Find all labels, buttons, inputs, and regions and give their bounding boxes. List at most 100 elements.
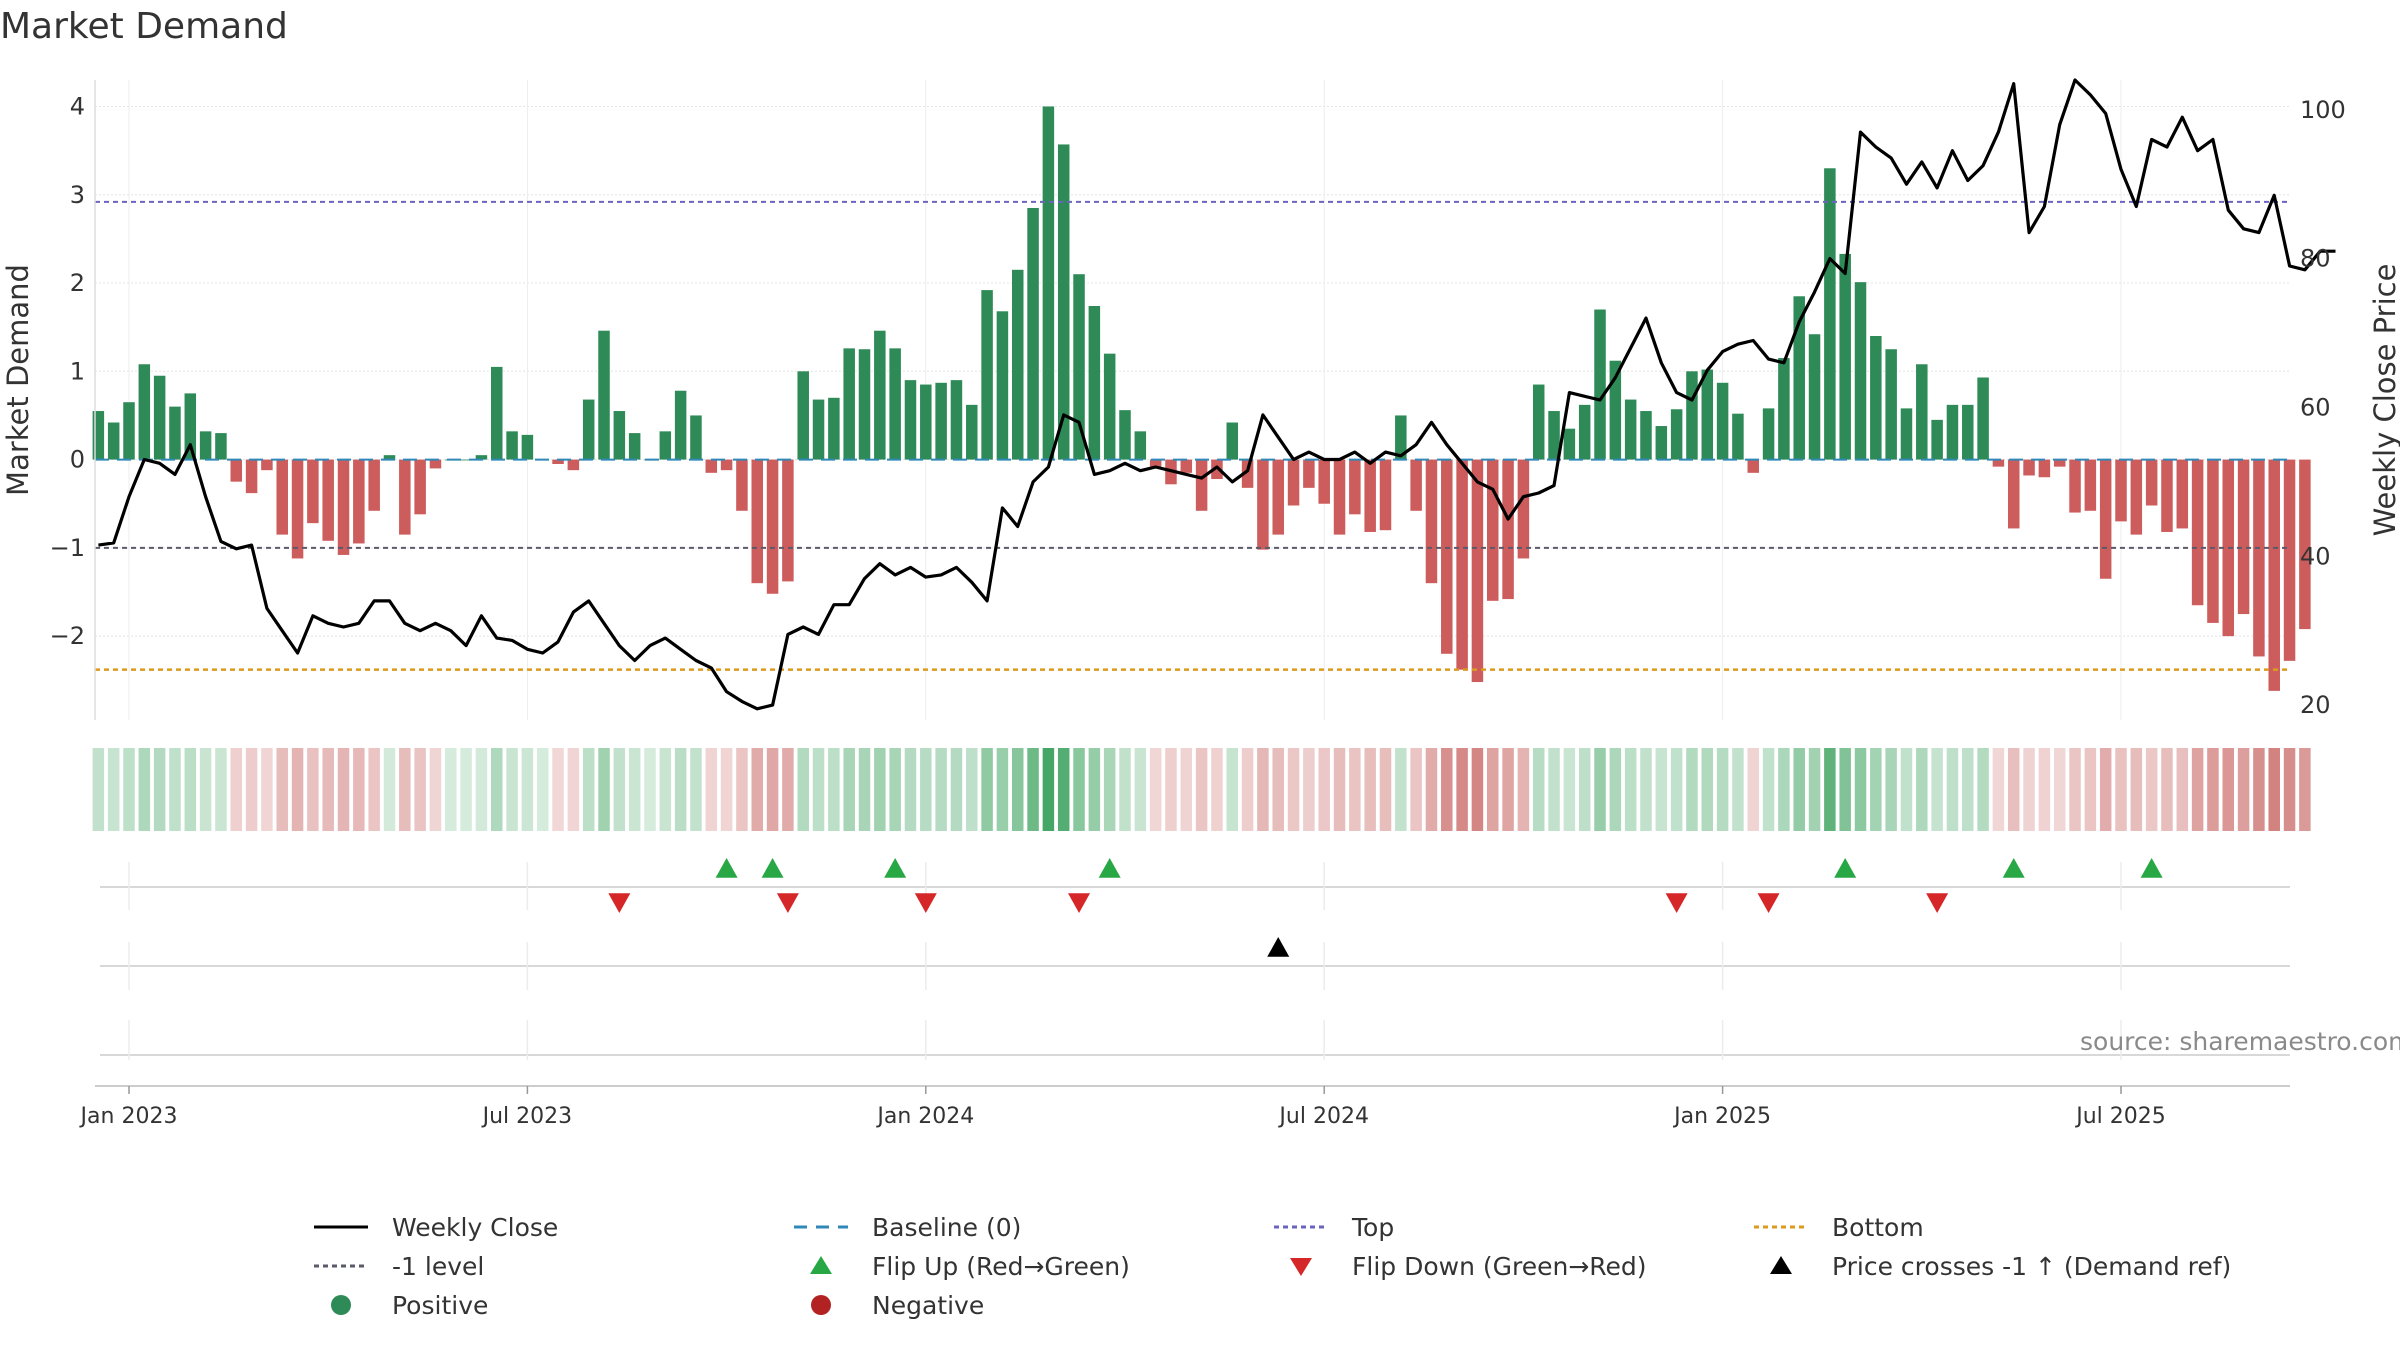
demand-bar — [230, 459, 243, 482]
heat-cell — [184, 748, 197, 831]
heat-cell — [843, 748, 855, 831]
heat-cell — [536, 748, 549, 831]
x-axis: Jan 2023 Jul 2023 Jan 2024 Jul 2024 Jan 2025… — [79, 1085, 2290, 1129]
demand-bar — [1655, 426, 1668, 460]
heat-cell — [123, 748, 135, 831]
demand-bar — [1762, 408, 1775, 460]
heat-cell — [904, 748, 917, 831]
demand-bar — [1119, 410, 1131, 460]
demand-bar — [2038, 459, 2051, 478]
demand-bar — [1471, 459, 1484, 683]
heat-cell — [1410, 748, 1422, 831]
heat-cell — [1916, 748, 1928, 831]
demand-bar — [828, 397, 840, 460]
legend-item: Bottom — [1750, 1210, 1924, 1244]
heat-cell — [1778, 748, 1790, 831]
demand-bar — [1287, 459, 1300, 506]
heat-cell — [1119, 748, 1131, 831]
demand-bar — [1900, 408, 1913, 460]
heat-cell — [1226, 748, 1239, 831]
legend-label: Bottom — [1832, 1212, 1924, 1242]
demand-bar — [1395, 415, 1407, 460]
demand-bar — [1778, 358, 1790, 460]
x-tick-label: Jul 2024 — [1277, 1104, 1369, 1129]
flip-up-marker — [1834, 858, 1857, 878]
heat-cell — [1395, 748, 1407, 831]
heat-cell — [2222, 748, 2235, 831]
demand-bar — [2084, 459, 2097, 511]
demand-bar — [1195, 459, 1208, 511]
legend-item: Baseline (0) — [790, 1210, 1021, 1244]
demand-bar — [2191, 459, 2204, 606]
demand-bar — [659, 431, 672, 460]
heat-cell — [1011, 748, 1024, 831]
heat-cell — [828, 748, 840, 831]
heat-cell — [491, 748, 503, 831]
heat-cell — [1425, 748, 1438, 831]
heat-cell — [475, 748, 488, 831]
heat-cell — [1057, 748, 1070, 831]
heat-cell — [353, 748, 365, 831]
demand-bar — [1732, 413, 1744, 460]
heat-cell — [1517, 748, 1530, 831]
right-tick-label: 20 — [2300, 691, 2331, 719]
demand-bar — [628, 433, 641, 460]
heat-cell — [92, 748, 105, 831]
heat-cell — [506, 748, 518, 831]
demand-bar — [1379, 459, 1392, 531]
heat-cell — [567, 748, 580, 831]
demand-bar — [1977, 377, 1989, 460]
x-tick-label: Jan 2023 — [79, 1104, 178, 1129]
price-series — [98, 78, 2336, 711]
demand-bar — [506, 431, 518, 460]
demand-bar — [92, 411, 105, 460]
demand-bar — [2268, 459, 2280, 691]
heat-cell — [1762, 748, 1775, 831]
demand-bar — [1410, 459, 1422, 511]
legend: Weekly Close Baseline (0) Top Bottom -1 leve… — [0, 1210, 2400, 1330]
demand-bar — [1027, 208, 1039, 460]
heat-cell — [1349, 748, 1361, 831]
grid — [95, 80, 2290, 720]
heat-cell — [1594, 748, 1606, 831]
demand-bar — [720, 459, 733, 471]
heat-cell — [337, 748, 350, 831]
legend-symbol-dot — [790, 1290, 852, 1320]
heat-cell — [858, 748, 871, 831]
heat-cell — [1379, 748, 1392, 831]
heat-cell — [1732, 748, 1744, 831]
left-tick-label: 1 — [70, 357, 85, 385]
demand-bar — [950, 380, 963, 460]
demand-bar — [1670, 409, 1683, 460]
demand-bar — [1839, 253, 1851, 460]
demand-bar — [966, 404, 978, 460]
heat-cell — [1946, 748, 1959, 831]
heat-cell — [628, 748, 641, 831]
flip-up-marker — [761, 858, 784, 878]
flip-up-marker — [715, 858, 738, 878]
demand-bar — [2023, 459, 2035, 476]
flip-down-marker — [1926, 893, 1949, 913]
heat-cell — [2299, 748, 2311, 831]
chart-title: Market Demand — [0, 6, 288, 47]
heat-cell — [782, 748, 794, 831]
heat-cell — [690, 748, 702, 831]
heat-cell — [2237, 748, 2250, 831]
right-tick-label: 40 — [2300, 542, 2331, 570]
demand-bar — [1793, 296, 1805, 460]
demand-bar — [2145, 459, 2158, 506]
demand-bar — [414, 459, 426, 515]
heat-cell — [261, 748, 273, 831]
demand-bar — [1824, 168, 1836, 460]
heat-cell — [1793, 748, 1805, 831]
right-tick-label: 100 — [2300, 96, 2346, 124]
legend-label: Flip Down (Green→Red) — [1352, 1251, 1647, 1281]
legend-item: Flip Down (Green→Red) — [1270, 1249, 1647, 1283]
heat-cell — [1073, 748, 1085, 831]
heat-cell — [966, 748, 978, 831]
heat-cell — [935, 748, 947, 831]
demand-bar — [184, 393, 197, 460]
heat-cell — [1088, 748, 1101, 831]
demand-bar — [1624, 399, 1637, 460]
